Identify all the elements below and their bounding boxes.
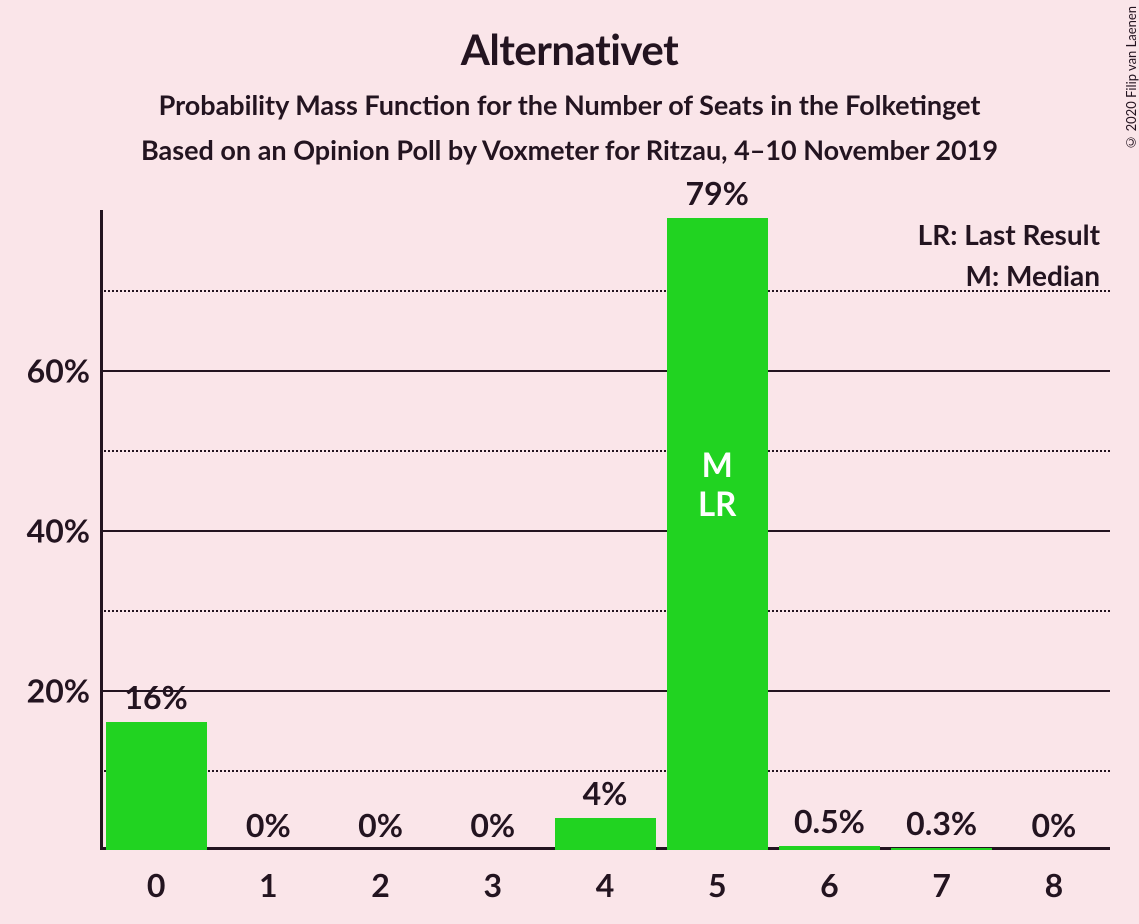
bar — [667, 218, 768, 850]
bar-value-label: 0% — [1031, 805, 1076, 844]
chart-plot-area: 20%40%60%16%00%10%20%34%479%5MLR0.5%60.3… — [100, 210, 1110, 850]
bar-value-label: 0.3% — [906, 803, 977, 842]
bar-value-label: 0% — [358, 805, 403, 844]
gridline-minor — [100, 450, 1110, 452]
bar — [891, 848, 992, 850]
x-tick-label: 7 — [932, 865, 951, 904]
x-tick-label: 4 — [596, 865, 615, 904]
chart-subtitle-1: Probability Mass Function for the Number… — [0, 88, 1139, 121]
bar-value-label: 0% — [246, 805, 291, 844]
bar-value-label: 0.5% — [794, 801, 865, 840]
copyright-text: © 2020 Filip van Laenen — [1123, 6, 1139, 151]
gridline-minor — [100, 770, 1110, 772]
plot-canvas: 20%40%60%16%00%10%20%34%479%5MLR0.5%60.3… — [100, 210, 1110, 850]
y-tick-label: 60% — [27, 351, 90, 390]
legend-lr: LR: Last Result — [918, 214, 1100, 255]
gridline-major — [100, 370, 1110, 372]
chart-title: Alternativet — [0, 0, 1139, 74]
chart-legend: LR: Last Result M: Median — [918, 214, 1100, 295]
bar-value-label: 0% — [470, 805, 515, 844]
chart-subtitle-2: Based on an Opinion Poll by Voxmeter for… — [0, 133, 1139, 166]
bar-value-label: 79% — [686, 173, 749, 212]
y-tick-label: 40% — [27, 511, 90, 550]
bar — [555, 818, 656, 850]
bar-value-label: 4% — [583, 773, 628, 812]
bar — [779, 846, 880, 850]
bar-annotation: MLR — [698, 446, 736, 525]
gridline-minor — [100, 610, 1110, 612]
x-tick-label: 6 — [820, 865, 839, 904]
legend-m: M: Median — [918, 255, 1100, 296]
x-tick-label: 3 — [483, 865, 502, 904]
x-tick-label: 5 — [708, 865, 727, 904]
x-tick-label: 8 — [1045, 865, 1064, 904]
x-tick-label: 1 — [259, 865, 278, 904]
x-tick-label: 2 — [371, 865, 390, 904]
y-tick-label: 20% — [27, 671, 90, 710]
x-tick-label: 0 — [147, 865, 166, 904]
bar — [106, 722, 207, 850]
bar-value-label: 16% — [124, 677, 187, 716]
gridline-major — [100, 530, 1110, 532]
gridline-major — [100, 690, 1110, 692]
